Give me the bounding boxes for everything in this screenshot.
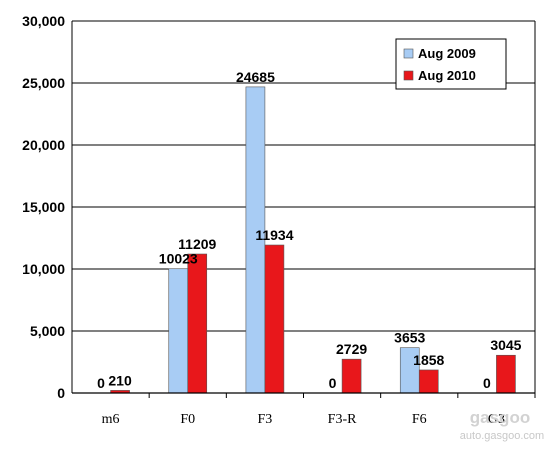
x-tick-label: G3: [488, 412, 505, 427]
y-tick-label: 0: [57, 385, 65, 401]
data-label: 11934: [255, 227, 293, 243]
watermark: gasgoo auto.gasgoo.com: [460, 408, 544, 442]
data-label: 0: [483, 375, 491, 391]
bar-aug-2010: [264, 244, 285, 394]
legend-swatch: [403, 70, 414, 81]
bars: [110, 86, 516, 394]
data-label: 11209: [178, 236, 216, 252]
y-tick-label: 15,000: [22, 199, 65, 215]
data-label: 3653: [394, 330, 425, 346]
data-label: 10023: [159, 251, 198, 267]
watermark-logo: gasgoo: [470, 408, 530, 427]
y-tick-label: 30,000: [22, 13, 65, 29]
data-label: 1858: [413, 352, 444, 368]
data-labels: 0 210100231120924685119340272936531858030…: [97, 69, 522, 391]
data-label: 0: [329, 375, 337, 391]
x-tick-label: F3-R: [328, 412, 357, 427]
bar-aug-2010: [418, 369, 439, 394]
bar-aug-2010: [341, 358, 362, 394]
data-label: 24685: [236, 69, 275, 85]
bar-aug-2009: [168, 268, 189, 394]
y-tick-label: 10,000: [22, 261, 65, 277]
data-label: 2729: [336, 341, 367, 357]
data-label: 210: [108, 372, 132, 388]
watermark-url: auto.gasgoo.com: [460, 430, 544, 442]
axes: 0 5,000 10,000 15,000 20,000 25,000 30,000 m6 F0…: [22, 13, 536, 427]
legend-label: Aug 2010: [418, 68, 476, 83]
x-tick-label: F0: [180, 412, 195, 427]
x-tick-label: F6: [412, 412, 427, 427]
x-tick-label: m6: [102, 412, 120, 427]
y-tick-label: 5,000: [30, 323, 65, 339]
y-tick-label: 20,000: [22, 137, 65, 153]
legend: Aug 2009 Aug 2010: [395, 38, 507, 90]
gridlines: [72, 20, 535, 332]
bar-aug-2010: [496, 354, 516, 394]
y-tick-label: 25,000: [22, 75, 65, 91]
legend-swatch: [403, 48, 414, 59]
legend-label: Aug 2009: [418, 46, 476, 61]
bar-aug-2010: [187, 253, 208, 394]
data-label: 0: [97, 375, 105, 391]
legend-box: [395, 38, 507, 90]
x-tick-label: F3: [258, 412, 273, 427]
data-label: 3045: [490, 337, 521, 353]
